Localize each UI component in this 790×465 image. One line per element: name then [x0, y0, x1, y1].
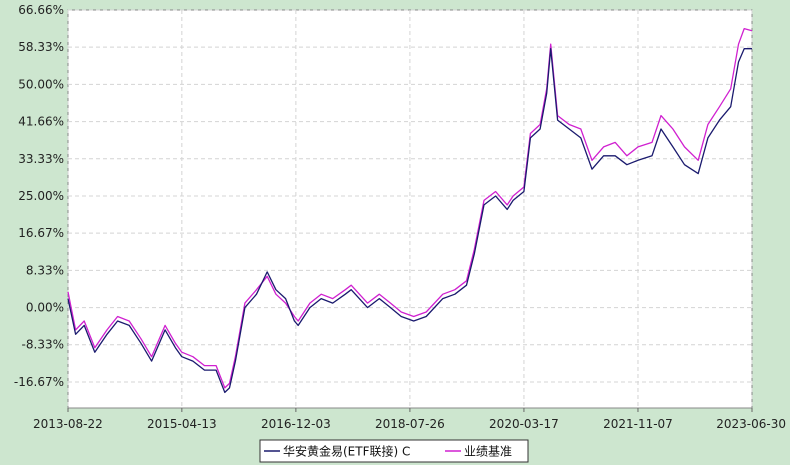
- y-tick-label: 8.33%: [26, 263, 64, 277]
- legend: 华安黄金易(ETF联接) C 业绩基准: [259, 439, 529, 463]
- y-tick-label: 41.66%: [18, 115, 64, 129]
- x-tick-label: 2013-08-22: [33, 417, 103, 431]
- x-tick-label: 2023-06-30: [716, 417, 786, 431]
- series-lines: [67, 27, 753, 394]
- y-tick-label: 50.00%: [18, 77, 64, 91]
- x-tick-label: 2020-03-17: [489, 417, 559, 431]
- x-tick-label: 2016-12-03: [261, 417, 331, 431]
- x-tick-label: 2015-04-13: [147, 417, 217, 431]
- y-tick-label: 16.67%: [18, 226, 64, 240]
- series-line-1: [67, 27, 753, 389]
- grid-lines: [67, 9, 753, 408]
- y-tick-label: 0.00%: [26, 301, 64, 315]
- y-tick-label: -16.67%: [14, 375, 64, 389]
- x-axis: 2013-08-22 2015-04-13 2016-12-03 2018-07-26…: [33, 408, 786, 431]
- y-tick-label: 66.66%: [18, 3, 64, 17]
- legend-box: [259, 439, 529, 463]
- y-tick-label: -8.33%: [22, 338, 64, 352]
- y-axis: 66.66% 58.33% 50.00% 41.66% 33.33% 25.00% 16.6…: [14, 3, 64, 389]
- legend-label-0: 华安黄金易(ETF联接) C: [283, 444, 410, 459]
- y-tick-label: 33.33%: [18, 152, 64, 166]
- y-tick-label: 25.00%: [18, 189, 64, 203]
- x-tick-label: 2021-11-07: [603, 417, 673, 431]
- legend-label-1: 业绩基准: [464, 445, 512, 459]
- y-tick-label: 58.33%: [18, 40, 64, 54]
- x-tick-label: 2018-07-26: [375, 417, 445, 431]
- series-line-0: [67, 48, 752, 394]
